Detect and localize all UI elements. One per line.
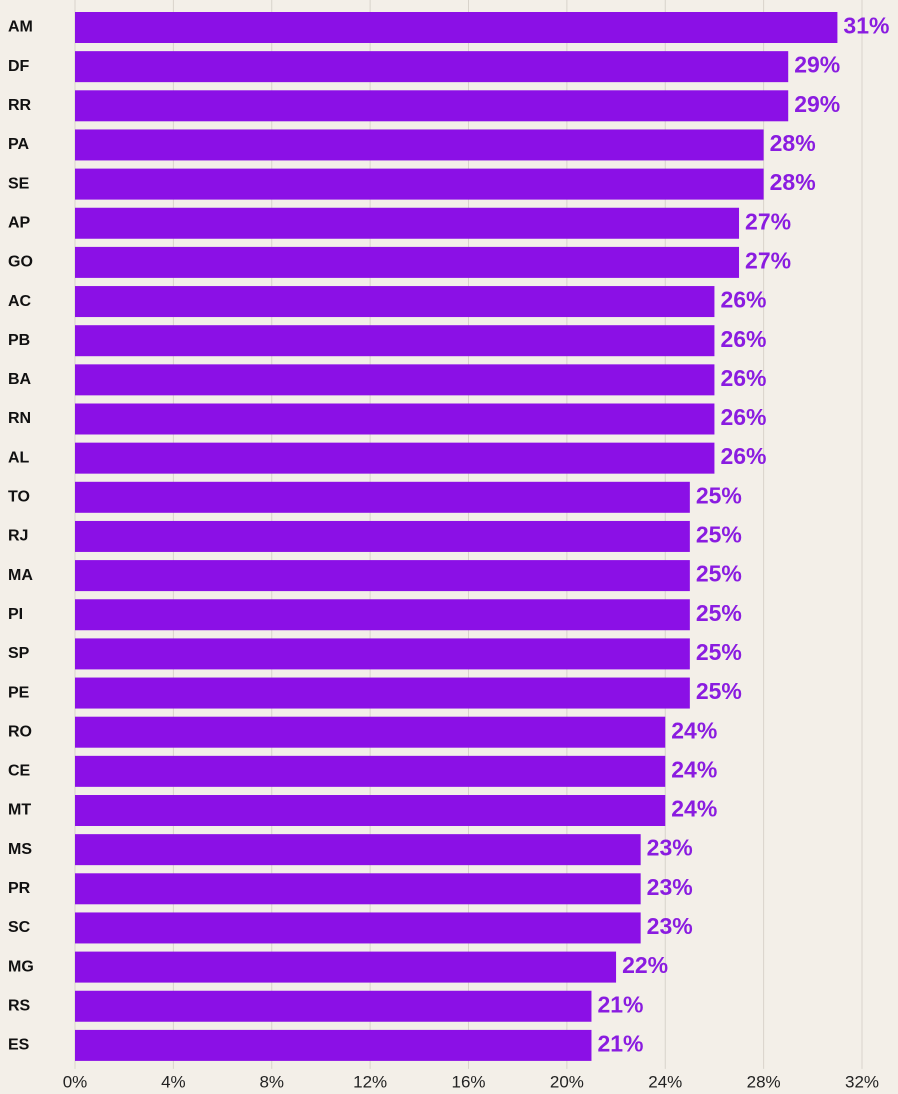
y-tick-label: AM (8, 19, 33, 36)
y-tick-label: PR (8, 880, 31, 897)
bar (75, 638, 690, 670)
value-label: 25% (696, 561, 742, 587)
bar (75, 364, 715, 396)
value-label: 29% (794, 91, 840, 117)
y-tick-label: PA (8, 136, 29, 153)
bar (75, 795, 666, 826)
y-tick-label: PE (8, 684, 30, 701)
value-label: 21% (597, 991, 643, 1017)
value-label: 25% (696, 522, 742, 548)
y-tick-label: DF (8, 58, 30, 75)
y-tick-label: SE (8, 175, 30, 192)
value-label: 24% (671, 717, 717, 743)
value-label: 27% (745, 208, 791, 234)
bar (75, 168, 764, 200)
bar (75, 90, 789, 122)
y-tick-label: PI (8, 606, 23, 623)
y-tick-label: TO (8, 489, 30, 506)
bar (75, 325, 715, 357)
y-tick-label: MA (8, 567, 33, 584)
bar (75, 403, 715, 435)
bar (75, 207, 740, 239)
bar (75, 1029, 592, 1061)
value-label: 26% (720, 404, 766, 430)
x-tick-label: 0% (63, 1072, 88, 1091)
value-label: 25% (696, 600, 742, 626)
y-tick-label: BA (8, 371, 32, 388)
y-tick-label: RN (8, 410, 31, 427)
value-label: 31% (843, 13, 889, 39)
bar (75, 990, 592, 1022)
value-label: 26% (720, 326, 766, 352)
y-tick-label: MG (8, 958, 34, 975)
y-tick-label: SC (8, 919, 31, 936)
value-label: 26% (720, 443, 766, 469)
bar (75, 755, 666, 787)
y-tick-label: RR (8, 97, 32, 114)
value-label: 24% (671, 796, 717, 822)
value-label: 27% (745, 247, 791, 273)
bar (75, 520, 690, 552)
y-tick-label: AC (8, 293, 32, 310)
x-tick-label: 32% (845, 1072, 879, 1091)
x-tick-label: 4% (161, 1072, 186, 1091)
bar (75, 246, 740, 278)
bar (75, 873, 641, 905)
bar (75, 560, 690, 592)
y-tick-label: ES (8, 1037, 30, 1054)
x-tick-label: 20% (550, 1072, 584, 1091)
x-tick-label: 16% (451, 1072, 485, 1091)
value-label: 28% (770, 169, 816, 195)
value-label: 24% (671, 756, 717, 782)
bar (75, 286, 715, 318)
bar (75, 51, 789, 83)
bar (75, 599, 690, 631)
value-label: 28% (770, 130, 816, 156)
value-label: 26% (720, 365, 766, 391)
y-tick-label: RO (8, 723, 32, 740)
x-tick-label: 12% (353, 1072, 387, 1091)
bar (75, 716, 666, 748)
value-label: 25% (696, 639, 742, 665)
value-label: 25% (696, 482, 742, 508)
x-tick-label: 8% (259, 1072, 284, 1091)
bar (75, 442, 715, 474)
y-tick-label: MT (8, 802, 31, 819)
y-tick-label: RS (8, 997, 31, 1014)
value-label: 23% (647, 835, 693, 861)
y-tick-label: RJ (8, 528, 28, 545)
y-tick-label: AL (8, 449, 30, 466)
y-tick-label: MS (8, 841, 32, 858)
value-label: 21% (597, 1030, 643, 1056)
bar (75, 12, 838, 43)
bar (75, 834, 641, 866)
value-label: 25% (696, 678, 742, 704)
y-tick-label: PB (8, 332, 30, 349)
value-label: 26% (720, 287, 766, 313)
bar (75, 677, 690, 709)
value-label: 23% (647, 913, 693, 939)
x-tick-label: 24% (648, 1072, 682, 1091)
bar (75, 129, 764, 161)
x-tick-label: 28% (747, 1072, 781, 1091)
value-label: 29% (794, 52, 840, 78)
bar (75, 912, 641, 944)
bar (75, 481, 690, 513)
value-label: 22% (622, 952, 668, 978)
y-tick-label: GO (8, 254, 33, 271)
y-tick-label: AP (8, 214, 31, 231)
value-label: 23% (647, 874, 693, 900)
y-tick-label: CE (8, 763, 31, 780)
bar (75, 951, 617, 983)
y-tick-label: SP (8, 645, 30, 662)
